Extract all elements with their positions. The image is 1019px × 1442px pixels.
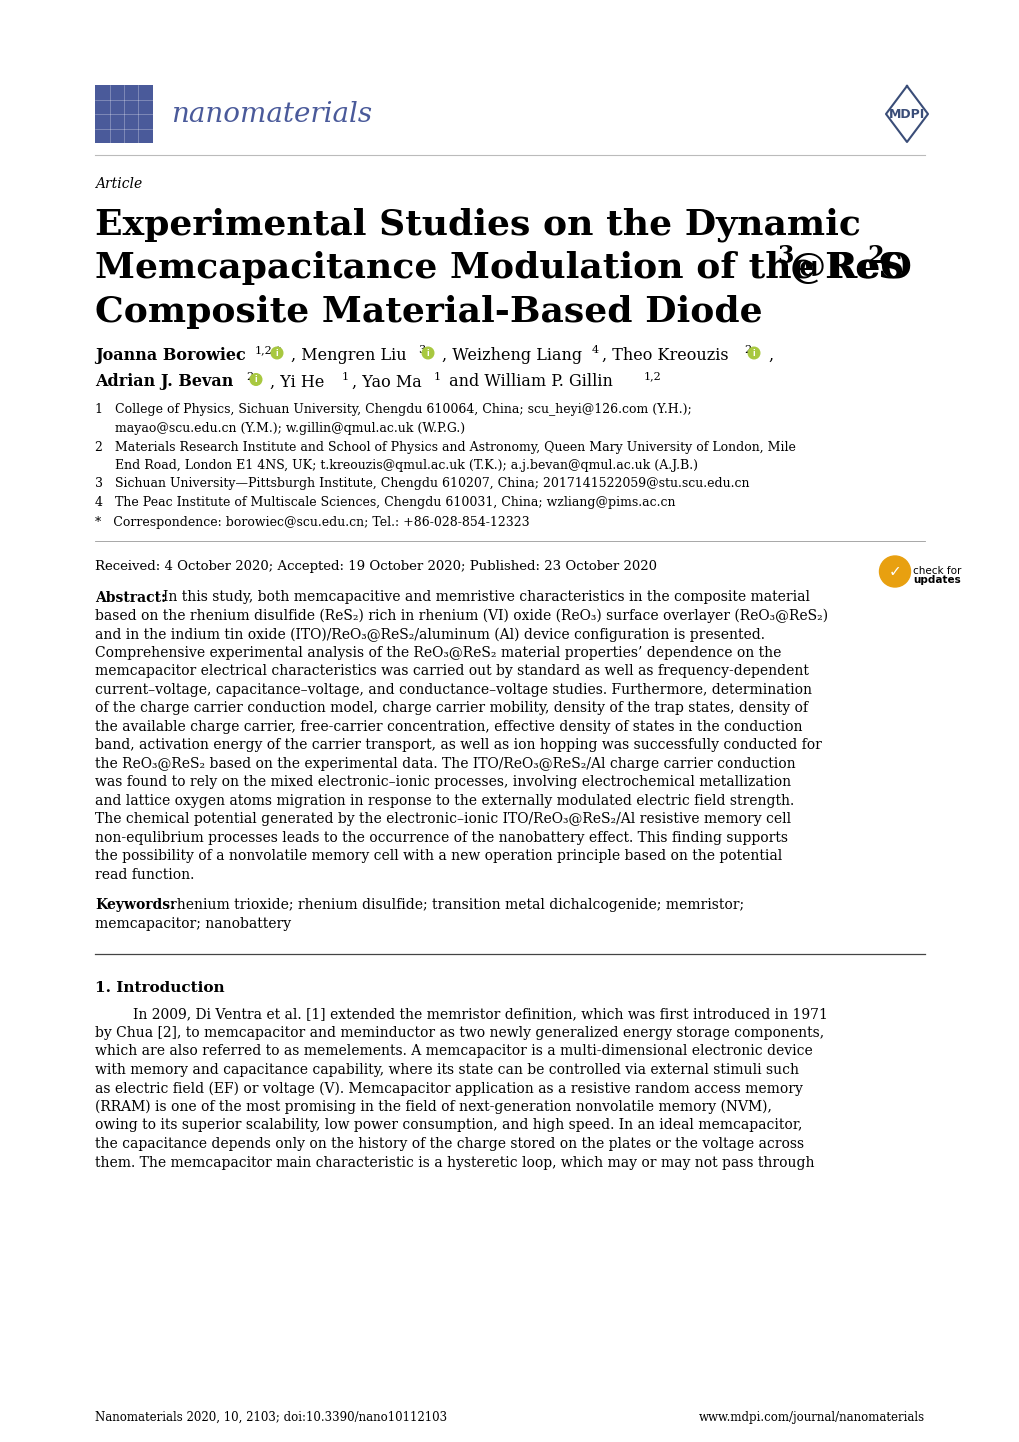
Text: Adrian J. Bevan: Adrian J. Bevan	[95, 373, 238, 391]
Text: mayao@scu.edu.cn (Y.M.); w.gillin@qmul.ac.uk (W.P.G.): mayao@scu.edu.cn (Y.M.); w.gillin@qmul.a…	[95, 423, 465, 435]
Text: i: i	[426, 349, 429, 358]
Circle shape	[422, 348, 433, 359]
Text: (RRAM) is one of the most promising in the field of next-generation nonvolatile : (RRAM) is one of the most promising in t…	[95, 1100, 771, 1115]
Text: and in the indium tin oxide (ITO)/ReO₃@ReS₂/aluminum (Al) device configuration i: and in the indium tin oxide (ITO)/ReO₃@R…	[95, 627, 764, 642]
Text: and William P. Gillin: and William P. Gillin	[443, 373, 618, 391]
Circle shape	[271, 348, 282, 359]
Text: owing to its superior scalability, low power consumption, and high speed. In an : owing to its superior scalability, low p…	[95, 1119, 802, 1132]
Text: rhenium trioxide; rhenium disulfide; transition metal dichalcogenide; memristor;: rhenium trioxide; rhenium disulfide; tra…	[170, 898, 744, 913]
Text: i: i	[752, 349, 755, 358]
Text: updates: updates	[912, 575, 960, 585]
Text: 2: 2	[866, 244, 882, 268]
Text: Abstract:: Abstract:	[95, 591, 166, 604]
Circle shape	[748, 348, 759, 359]
Text: as electric field (EF) or voltage (V). Memcapacitor application as a resistive r: as electric field (EF) or voltage (V). M…	[95, 1082, 802, 1096]
Text: Experimental Studies on the Dynamic: Experimental Studies on the Dynamic	[95, 208, 860, 241]
Text: was found to rely on the mixed electronic–ionic processes, involving electrochem: was found to rely on the mixed electroni…	[95, 776, 791, 790]
Text: Composite Material-Based Diode: Composite Material-Based Diode	[95, 296, 762, 329]
Text: Keywords:: Keywords:	[95, 898, 175, 913]
Text: , Mengren Liu: , Mengren Liu	[290, 348, 412, 363]
Text: Nanomaterials 2020, 10, 2103; doi:10.3390/nano10112103: Nanomaterials 2020, 10, 2103; doi:10.339…	[95, 1412, 446, 1425]
Text: , Theo Kreouzis: , Theo Kreouzis	[601, 348, 733, 363]
Text: 1   College of Physics, Sichuan University, Chengdu 610064, China; scu_heyi@126.: 1 College of Physics, Sichuan University…	[95, 404, 691, 417]
Text: The chemical potential generated by the electronic–ionic ITO/ReO₃@ReS₂/Al resist: The chemical potential generated by the …	[95, 812, 791, 826]
Text: 2: 2	[246, 372, 253, 382]
Text: by Chua [2], to memcapacitor and meminductor as two newly generalized energy sto: by Chua [2], to memcapacitor and memindu…	[95, 1027, 823, 1040]
Text: Memcapacitance Modulation of the ReO: Memcapacitance Modulation of the ReO	[95, 251, 911, 286]
Text: End Road, London E1 4NS, UK; t.kreouzis@qmul.ac.uk (T.K.); a.j.bevan@qmul.ac.uk : End Road, London E1 4NS, UK; t.kreouzis@…	[95, 459, 697, 472]
Text: 1,2: 1,2	[643, 372, 661, 382]
Text: 1: 1	[433, 372, 440, 382]
Text: 1,2,*: 1,2,*	[255, 345, 281, 355]
Text: ,: ,	[767, 348, 772, 363]
Circle shape	[878, 557, 910, 587]
Text: , Yi He: , Yi He	[270, 373, 329, 391]
Circle shape	[250, 373, 262, 385]
Text: check for: check for	[912, 567, 961, 575]
Text: ✓: ✓	[888, 564, 901, 580]
Text: based on the rhenium disulfide (ReS₂) rich in rhenium (VI) oxide (ReO₃) surface : based on the rhenium disulfide (ReS₂) ri…	[95, 609, 827, 623]
Text: the possibility of a nonvolatile memory cell with a new operation principle base: the possibility of a nonvolatile memory …	[95, 849, 782, 864]
Text: i: i	[255, 375, 257, 384]
Text: 2: 2	[743, 345, 750, 355]
Text: 3: 3	[418, 345, 425, 355]
Text: Comprehensive experimental analysis of the ReO₃@ReS₂ material properties’ depend: Comprehensive experimental analysis of t…	[95, 646, 781, 660]
Text: In this study, both memcapacitive and memristive characteristics in the composit: In this study, both memcapacitive and me…	[163, 591, 809, 604]
Text: 1: 1	[341, 372, 348, 382]
Text: Received: 4 October 2020; Accepted: 19 October 2020; Published: 23 October 2020: Received: 4 October 2020; Accepted: 19 O…	[95, 561, 656, 574]
Text: memcapacitor; nanobattery: memcapacitor; nanobattery	[95, 917, 290, 932]
Text: them. The memcapacitor main characteristic is a hysteretic loop, which may or ma: them. The memcapacitor main characterist…	[95, 1155, 814, 1169]
Text: 1. Introduction: 1. Introduction	[95, 982, 224, 995]
Text: band, activation energy of the carrier transport, as well as ion hopping was suc: band, activation energy of the carrier t…	[95, 738, 821, 753]
Text: *   Correspondence: borowiec@scu.edu.cn; Tel.: +86-028-854-12323: * Correspondence: borowiec@scu.edu.cn; T…	[95, 516, 529, 529]
Text: www.mdpi.com/journal/nanomaterials: www.mdpi.com/journal/nanomaterials	[698, 1412, 924, 1425]
Text: Joanna Borowiec: Joanna Borowiec	[95, 348, 251, 363]
Text: the ReO₃@ReS₂ based on the experimental data. The ITO/ReO₃@ReS₂/Al charge carrie: the ReO₃@ReS₂ based on the experimental …	[95, 757, 795, 771]
FancyBboxPatch shape	[95, 85, 153, 143]
Text: Article: Article	[95, 177, 142, 190]
Text: and lattice oxygen atoms migration in response to the externally modulated elect: and lattice oxygen atoms migration in re…	[95, 795, 794, 808]
Text: 4   The Peac Institute of Multiscale Sciences, Chengdu 610031, China; wzliang@pi: 4 The Peac Institute of Multiscale Scien…	[95, 496, 675, 509]
Text: i: i	[275, 349, 278, 358]
Text: the available charge carrier, free-carrier concentration, effective density of s: the available charge carrier, free-carri…	[95, 720, 802, 734]
Text: @ReS: @ReS	[790, 251, 905, 286]
Text: of the charge carrier conduction model, charge carrier mobility, density of the : of the charge carrier conduction model, …	[95, 701, 807, 715]
Text: read function.: read function.	[95, 868, 195, 883]
Text: 4: 4	[591, 345, 598, 355]
Text: nanomaterials: nanomaterials	[171, 101, 372, 127]
Text: In 2009, Di Ventra et al. [1] extended the memristor definition, which was first: In 2009, Di Ventra et al. [1] extended t…	[132, 1008, 827, 1021]
Text: the capacitance depends only on the history of the charge stored on the plates o: the capacitance depends only on the hist…	[95, 1136, 803, 1151]
Text: which are also referred to as memelements. A memcapacitor is a multi-dimensional: which are also referred to as memelement…	[95, 1044, 812, 1058]
Text: , Yao Ma: , Yao Ma	[352, 373, 427, 391]
Text: with memory and capacitance capability, where its state can be controlled via ex: with memory and capacitance capability, …	[95, 1063, 798, 1077]
Text: 2   Materials Research Institute and School of Physics and Astronomy, Queen Mary: 2 Materials Research Institute and Schoo…	[95, 440, 795, 453]
Text: 3   Sichuan University—Pittsburgh Institute, Chengdu 610207, China; 201714152205: 3 Sichuan University—Pittsburgh Institut…	[95, 477, 749, 490]
Text: 3: 3	[776, 244, 793, 268]
Text: memcapacitor electrical characteristics was carried out by standard as well as f: memcapacitor electrical characteristics …	[95, 665, 808, 679]
Text: , Weizheng Liang: , Weizheng Liang	[441, 348, 587, 363]
Text: non-equlibrium processes leads to the occurrence of the nanobattery effect. This: non-equlibrium processes leads to the oc…	[95, 831, 788, 845]
Text: MDPI: MDPI	[888, 108, 924, 121]
Text: current–voltage, capacitance–voltage, and conductance–voltage studies. Furthermo: current–voltage, capacitance–voltage, an…	[95, 684, 811, 696]
